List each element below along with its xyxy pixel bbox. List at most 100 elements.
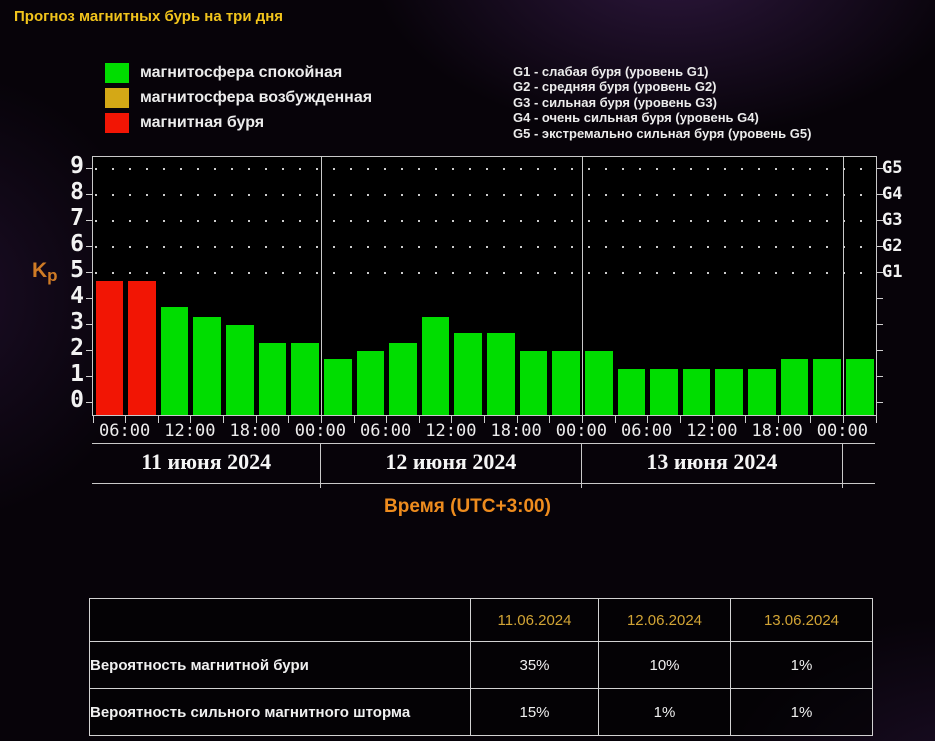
storm-level-descriptions: G1 - слабая буря (уровень G1) G2 - средн…: [513, 64, 811, 141]
x-minor-tick: [451, 416, 453, 423]
storm-level-g5: G5 - экстремально сильная буря (уровень …: [513, 125, 812, 141]
x-minor-tick: [320, 416, 322, 423]
x-tick-label: 00:00: [816, 421, 868, 441]
table-header-row: 11.06.2024 12.06.2024 13.06.2024: [89, 598, 873, 642]
y-tick-label-0: 0: [70, 387, 84, 413]
page-title: Прогноз магнитных бурь на три дня: [14, 8, 284, 25]
y-tick-right: [877, 168, 883, 169]
x-tick-label: 18:00: [229, 421, 281, 441]
legend-item-excited: магнитосфера возбужденная: [105, 87, 372, 109]
y-tick-label-7: 7: [70, 205, 84, 231]
x-minor-tick: [288, 416, 290, 423]
legend-item-label: магнитосфера спокойная: [140, 64, 343, 81]
table-header-empty: [89, 598, 471, 642]
storm-level-g1: G1 - слабая буря (уровень G1): [513, 64, 709, 79]
x-minor-tick: [581, 416, 583, 423]
storm-level-g4: G4 - очень сильная буря (уровень G4): [513, 110, 759, 126]
x-minor-tick: [484, 416, 485, 423]
table-header-date-2: 12.06.2024: [598, 598, 731, 642]
kp-bar: [226, 325, 254, 415]
y-axis-title-kp: Kp: [32, 259, 58, 285]
x-tick-label: 18:00: [490, 421, 542, 441]
severe-storm-probability-day3: 1%: [730, 688, 873, 736]
y-tick-label-1: 1: [70, 361, 84, 387]
y-tick-right: [877, 194, 883, 195]
kp-bar: [389, 343, 417, 415]
gridline-kp-5: [95, 272, 874, 274]
x-minor-tick: [157, 416, 159, 423]
storm-probability-day3: 1%: [730, 641, 873, 689]
x-minor-tick: [842, 416, 844, 423]
date-band-separator: [320, 443, 322, 488]
x-minor-tick: [386, 416, 388, 423]
y-tick-left: [86, 324, 92, 325]
legend-item-quiet: магнитосфера спокойная: [105, 62, 372, 84]
x-minor-tick: [223, 416, 224, 423]
table-header-date-3: 13.06.2024: [730, 598, 873, 642]
probability-table: 11.06.2024 12.06.2024 13.06.2024 Вероятн…: [89, 598, 873, 736]
severe-storm-probability-day1: 15%: [470, 688, 599, 736]
storm-probability-day1: 35%: [470, 641, 599, 689]
kp-bar: [356, 351, 385, 415]
storm-probability-day2: 10%: [598, 641, 731, 689]
x-minor-tick: [647, 416, 649, 423]
gridline-kp-6: [95, 246, 874, 248]
y-tick-label-9: 9: [70, 153, 84, 179]
x-minor-tick: [353, 416, 355, 423]
y-tick-label-3: 3: [70, 309, 84, 335]
x-minor-tick: [549, 416, 551, 423]
row-label-storm-probability: Вероятность магнитной бури: [89, 641, 471, 689]
kp-bar: [682, 369, 711, 415]
kp-bar: [813, 358, 841, 415]
kp-bar: [258, 343, 287, 415]
y-tick-left: [86, 350, 92, 351]
severe-storm-probability-day2: 1%: [598, 688, 731, 736]
row-label-severe-storm-probability: Вероятность сильного магнитного шторма: [89, 688, 471, 736]
storm-level-g2: G2 - средняя буря (уровень G2): [513, 79, 717, 95]
y-tick-left: [86, 272, 92, 273]
x-minor-tick: [190, 416, 192, 423]
y-tick-left: [86, 246, 92, 247]
kp-bar: [323, 358, 352, 415]
gridline-kp-9: [95, 168, 874, 170]
kp-bar: [519, 351, 548, 415]
table-row: Вероятность магнитной бури 35% 10% 1%: [89, 641, 873, 689]
y-tick-right: [877, 376, 883, 377]
x-tick-label: 12:00: [164, 421, 216, 441]
x-axis-title: Время (UTC+3:00): [384, 496, 551, 517]
x-minor-tick: [777, 416, 779, 423]
kp-bar: [95, 280, 124, 415]
x-minor-tick: [679, 416, 681, 423]
y-tick-left: [86, 402, 92, 403]
right-axis-label-g1: G1: [882, 262, 903, 282]
y-tick-label-8: 8: [70, 179, 84, 205]
legend-item-label: магнитосфера возбужденная: [140, 89, 373, 106]
kp-bar: [552, 351, 580, 415]
x-tick-label: 12:00: [686, 421, 738, 441]
day-separator-line: [321, 157, 323, 415]
kp-bar: [650, 369, 678, 415]
y-tick-label-2: 2: [70, 335, 84, 361]
right-axis-label-g2: G2: [882, 236, 903, 256]
excited-color-swatch: [105, 88, 129, 108]
day-separator-line: [582, 157, 584, 415]
x-tick-label: 00:00: [555, 421, 607, 441]
x-minor-tick: [875, 416, 877, 423]
x-tick-label: 06:00: [621, 421, 673, 441]
y-tick-label-5: 5: [70, 257, 84, 283]
legend-item-storm: магнитная буря: [105, 112, 372, 134]
day-separator-line: [843, 157, 845, 415]
gridline-kp-7: [95, 220, 874, 222]
kp-bar: [617, 369, 646, 415]
kp-bar: [193, 317, 221, 415]
kp-bar: [160, 306, 189, 415]
y-tick-right: [877, 272, 883, 273]
legend-item-label: магнитная буря: [140, 114, 265, 131]
date-band-separator: [581, 443, 583, 488]
table-header-date-1: 11.06.2024: [470, 598, 599, 642]
y-tick-right: [877, 246, 883, 247]
y-tick-right: [877, 220, 883, 221]
x-tick-label: 18:00: [751, 421, 803, 441]
x-minor-tick: [418, 416, 420, 423]
